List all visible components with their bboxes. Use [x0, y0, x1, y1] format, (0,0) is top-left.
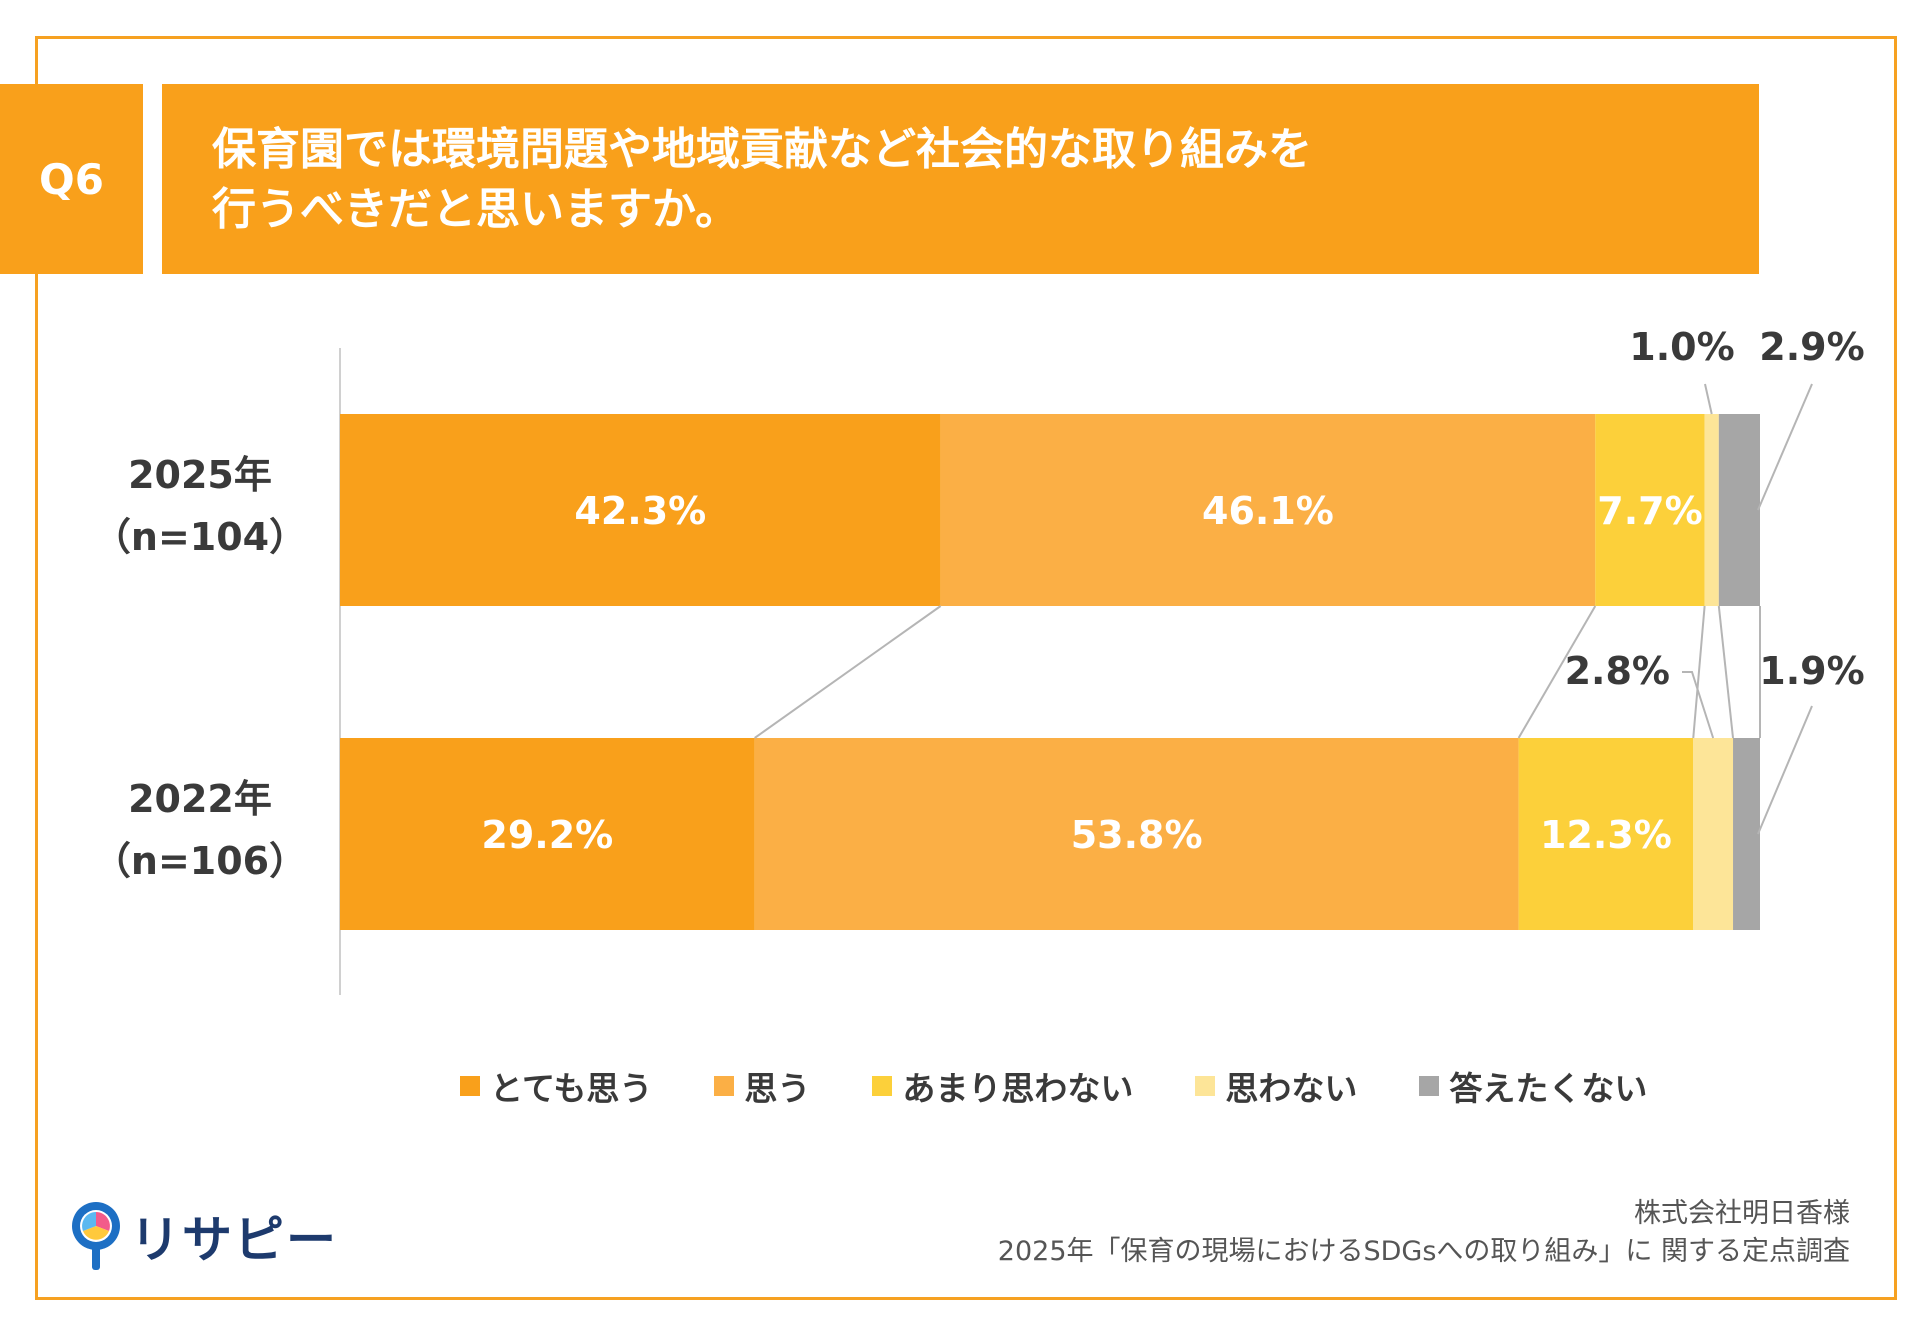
question-title-line1: 保育園では環境問題や地域貢献など社会的な取り組みを [212, 124, 1312, 175]
data-label-0-3: 1.0% [1629, 325, 1734, 369]
logo-text: リサピー [130, 1211, 338, 1269]
question-title: 保育園では環境問題や地域貢献など社会的な取り組みを 行うべきだと思いますか。 [162, 84, 1759, 274]
source-note: 株式会社明日香様 2025年「保育の現場におけるSDGsへの取り組み」に 関する… [998, 1195, 1850, 1271]
leader-line-0-4 [1757, 383, 1813, 511]
connector-line-3 [1717, 605, 1735, 739]
leader-line-0-3 [1704, 383, 1713, 415]
brand-logo: リサピー [68, 1200, 338, 1272]
leader-line-1-4 [1757, 705, 1813, 835]
legend-item-4: 答えたくない [1419, 1062, 1647, 1110]
data-label-0-4: 2.9% [1759, 325, 1864, 369]
connector-line-2 [1692, 605, 1706, 739]
legend-label-0: とても思う [490, 1069, 653, 1108]
bar-segment-1-1 [754, 738, 1519, 930]
source-line1: 株式会社明日香様 [1634, 1198, 1850, 1229]
legend-label-1: 思う [744, 1069, 811, 1108]
bar-segment-1-2 [1518, 738, 1694, 930]
category-label-0: 2025年 [128, 453, 272, 497]
connector-line-0 [754, 605, 942, 739]
legend-swatch-2 [872, 1076, 893, 1096]
legend-item-0: とても思う [460, 1062, 652, 1110]
legend-label-3: 思わない [1225, 1069, 1358, 1108]
category-label-1: 2022年 [128, 777, 272, 821]
bar-segment-1-0 [340, 738, 755, 930]
bar-segment-0-3 [1704, 414, 1719, 606]
question-title-line2: 行うべきだと思いますか。 [212, 184, 740, 235]
data-label-0-0: 42.3% [574, 489, 706, 533]
data-label-0-1: 46.1% [1202, 489, 1334, 533]
legend-swatch-0 [460, 1076, 480, 1096]
legend-label-4: 答えたくない [1449, 1069, 1648, 1108]
data-label-1-2: 12.3% [1540, 813, 1672, 857]
bar-segment-0-2 [1595, 414, 1705, 606]
legend-swatch-3 [1195, 1076, 1216, 1096]
legend-label-2: あまり思わない [902, 1069, 1134, 1108]
legend-swatch-1 [714, 1076, 735, 1096]
bar-segment-1-4 [1733, 738, 1760, 930]
data-label-1-1: 53.8% [1071, 813, 1203, 857]
legend-item-1: 思う [714, 1062, 810, 1110]
chart-legend: とても思う 思う あまり思わない 思わない 答えたくない [460, 1062, 1709, 1110]
bar-segment-0-1 [940, 414, 1596, 606]
category-sublabel-1: （n=106） [93, 839, 307, 883]
category-sublabel-0: （n=104） [93, 515, 307, 559]
data-label-1-4: 1.9% [1759, 649, 1864, 693]
bar-segment-0-0 [340, 414, 941, 606]
data-label-1-3: 2.8% [1565, 649, 1670, 693]
legend-item-3: 思わない [1195, 1062, 1357, 1110]
question-badge: Q6 [0, 84, 143, 274]
legend-item-2: あまり思わない [872, 1062, 1133, 1110]
pin-logo-icon [72, 1202, 120, 1270]
legend-swatch-4 [1419, 1076, 1440, 1096]
data-label-1-0: 29.2% [481, 813, 613, 857]
outer-frame [35, 36, 1897, 1300]
data-label-0-2: 7.7% [1597, 489, 1702, 533]
bar-segment-1-3 [1693, 738, 1734, 930]
leader-line-1-3 [1682, 671, 1715, 739]
source-line2: 2025年「保育の現場におけるSDGsへの取り組み」に 関する定点調査 [997, 1236, 1850, 1267]
bar-segment-0-4 [1718, 414, 1760, 606]
connector-line-1 [1517, 605, 1597, 739]
